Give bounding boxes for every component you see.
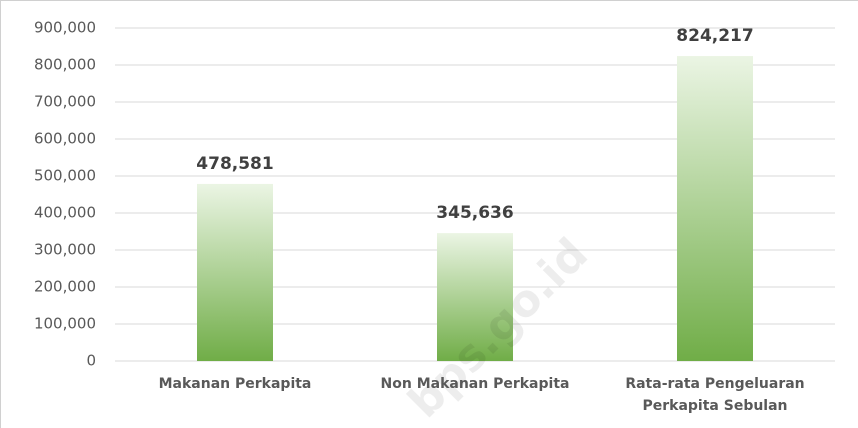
x-tick-label: Makanan Perkapita (158, 376, 312, 392)
data-label: 824,217 (676, 26, 753, 46)
y-tick-label: 500,000 (34, 167, 96, 185)
x-tick-label: Non Makanan Perkapita (380, 376, 570, 392)
y-tick-label: 200,000 (34, 278, 96, 296)
y-tick-label: 600,000 (34, 130, 96, 148)
x-tick-label: Rata-rata Pengeluaran Perkapita Sebulan (625, 376, 805, 414)
bar (197, 183, 273, 361)
y-tick-label: 100,000 (34, 315, 96, 333)
y-tick-label: 0 (86, 352, 96, 370)
y-tick-label: 900,000 (34, 19, 96, 37)
bar (437, 233, 513, 361)
bar (677, 56, 753, 362)
data-label: 478,581 (196, 154, 273, 174)
y-tick-label: 800,000 (34, 56, 96, 74)
y-tick-label: 700,000 (34, 93, 96, 111)
y-tick-label: 300,000 (34, 241, 96, 259)
y-tick-label: 400,000 (34, 204, 96, 222)
data-label: 345,636 (436, 203, 513, 223)
